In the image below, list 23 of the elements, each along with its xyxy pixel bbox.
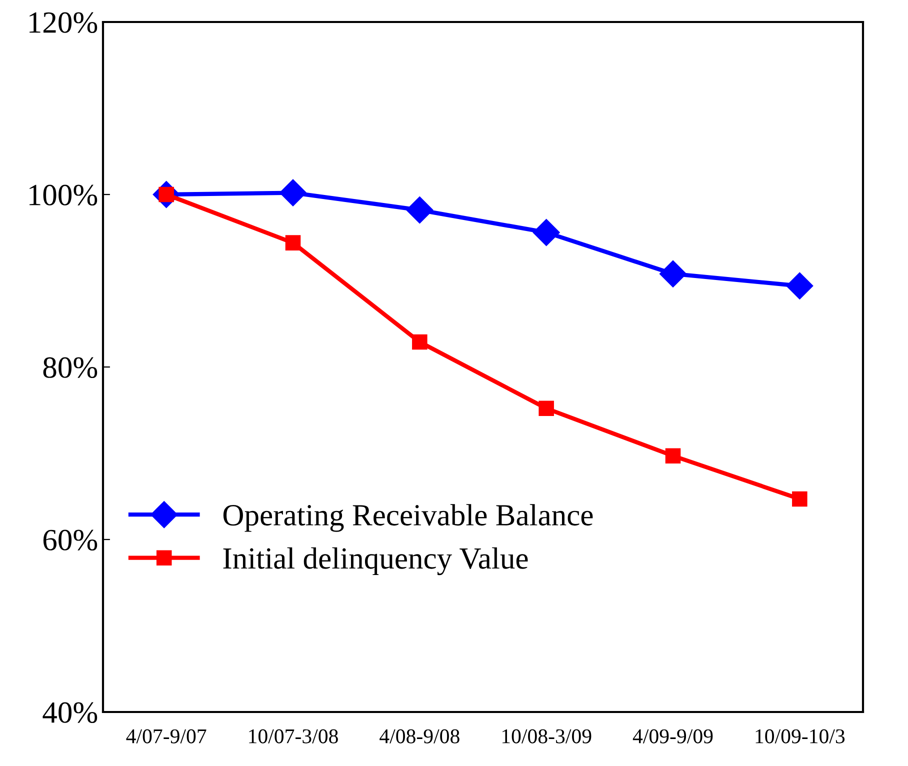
point: [660, 260, 686, 288]
x-tick-label: 10/08-3/09: [502, 729, 592, 744]
point: [665, 448, 681, 464]
x-tick-label: 4/08-9/08: [380, 729, 460, 744]
y-tick-label: 100%: [30, 184, 98, 206]
x-tick-label: 10/07-3/08: [249, 729, 338, 744]
y-tick-label: 80%: [43, 357, 98, 378]
point: [532, 218, 560, 246]
x-tick-label: 10/09-10/3: [756, 729, 845, 744]
x-tick-label: 4/09-9/09: [632, 729, 713, 744]
point: [285, 235, 301, 250]
x-tick-label: 4/07-9/07: [126, 729, 206, 744]
point: [280, 179, 306, 206]
legend-label: Operating Receivable Balance: [223, 504, 593, 532]
y-tick-label: 60%: [43, 530, 98, 550]
y-tick-label: 120%: [30, 12, 98, 33]
point: [786, 272, 814, 300]
point: [792, 491, 808, 507]
point: [406, 196, 434, 224]
point: [538, 400, 554, 416]
point: [412, 334, 428, 350]
y-tick-label: 40%: [42, 702, 98, 723]
legend-label: Initial delinquency Value: [223, 547, 528, 576]
